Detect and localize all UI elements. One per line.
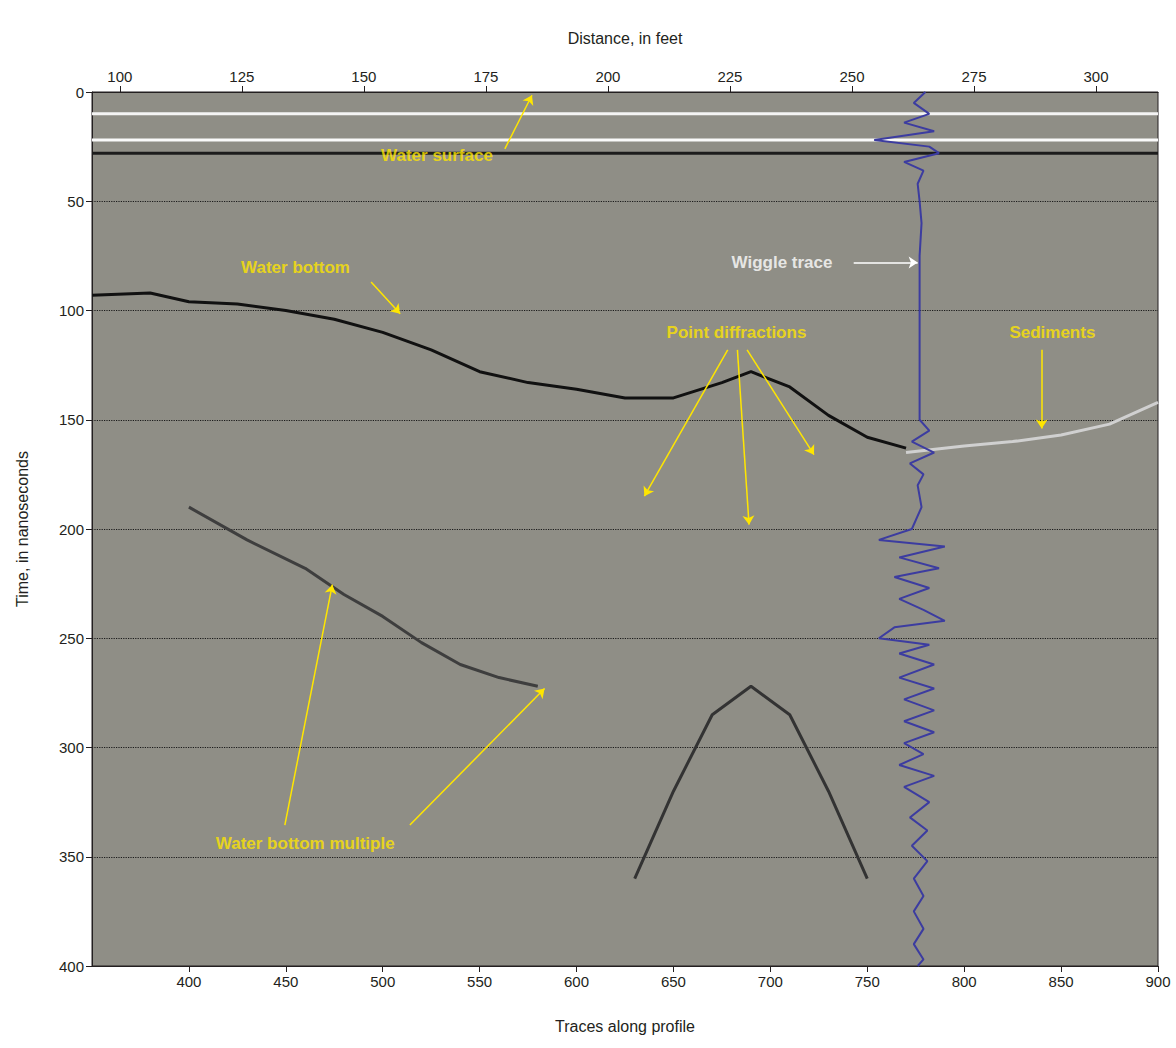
svg-text:Wiggle trace: Wiggle trace xyxy=(732,253,833,272)
svg-text:125: 125 xyxy=(229,68,254,85)
svg-text:Time, in nanoseconds: Time, in nanoseconds xyxy=(14,451,31,607)
svg-text:225: 225 xyxy=(717,68,742,85)
svg-text:900: 900 xyxy=(1145,973,1170,990)
svg-text:750: 750 xyxy=(855,973,880,990)
svg-text:Water surface: Water surface xyxy=(381,146,493,165)
svg-text:Point diffractions: Point diffractions xyxy=(667,323,807,342)
svg-text:250: 250 xyxy=(839,68,864,85)
svg-text:50: 50 xyxy=(67,193,84,210)
svg-text:400: 400 xyxy=(59,958,84,975)
svg-text:650: 650 xyxy=(661,973,686,990)
svg-text:275: 275 xyxy=(961,68,986,85)
svg-text:550: 550 xyxy=(467,973,492,990)
svg-text:0: 0 xyxy=(76,84,84,101)
svg-text:200: 200 xyxy=(59,521,84,538)
svg-text:350: 350 xyxy=(59,848,84,865)
svg-text:Water bottom: Water bottom xyxy=(241,258,350,277)
svg-text:850: 850 xyxy=(1049,973,1074,990)
svg-text:100: 100 xyxy=(59,302,84,319)
svg-text:Traces along profile: Traces along profile xyxy=(555,1018,695,1035)
svg-text:450: 450 xyxy=(273,973,298,990)
svg-text:300: 300 xyxy=(1083,68,1108,85)
svg-text:250: 250 xyxy=(59,630,84,647)
svg-text:Water bottom multiple: Water bottom multiple xyxy=(216,834,395,853)
svg-text:150: 150 xyxy=(351,68,376,85)
svg-text:300: 300 xyxy=(59,739,84,756)
svg-text:Distance, in feet: Distance, in feet xyxy=(568,30,683,47)
svg-text:150: 150 xyxy=(59,411,84,428)
svg-text:400: 400 xyxy=(176,973,201,990)
svg-text:700: 700 xyxy=(758,973,783,990)
svg-text:100: 100 xyxy=(107,68,132,85)
svg-text:175: 175 xyxy=(473,68,498,85)
svg-text:600: 600 xyxy=(564,973,589,990)
svg-text:800: 800 xyxy=(952,973,977,990)
svg-text:500: 500 xyxy=(370,973,395,990)
svg-text:Sediments: Sediments xyxy=(1009,323,1095,342)
svg-text:200: 200 xyxy=(595,68,620,85)
